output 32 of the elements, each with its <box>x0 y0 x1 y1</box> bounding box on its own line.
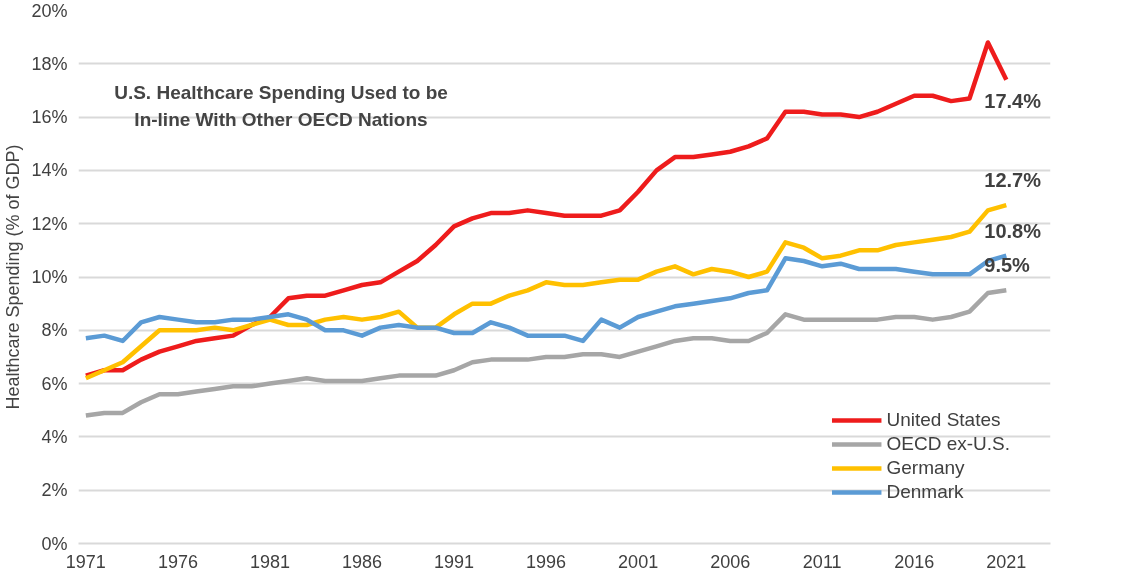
y-tick-label: 12% <box>31 213 68 234</box>
data-label: 10.8% <box>984 219 1042 242</box>
y-tick-label: 4% <box>41 426 68 447</box>
annotation: U.S. Healthcare Spending Used to be In-line With Other OECD Nations <box>114 82 448 131</box>
y-tick-label: 20% <box>31 0 68 21</box>
y-tick-label: 8% <box>41 320 68 341</box>
x-tick-label: 1976 <box>157 551 198 572</box>
data-label: 12.7% <box>984 169 1042 192</box>
x-tick-label: 2016 <box>894 551 935 572</box>
x-tick-label: 1991 <box>434 551 475 572</box>
x-tick-label: 1971 <box>65 551 106 572</box>
y-tick-label: 18% <box>31 53 68 74</box>
y-tick-label: 6% <box>41 373 68 394</box>
x-tick-label: 1981 <box>249 551 290 572</box>
x-tick-label: 2011 <box>802 551 842 572</box>
y-tick-label: 16% <box>31 107 68 128</box>
y-tick-label: 10% <box>31 267 68 287</box>
x-tick-label: 2001 <box>618 551 659 572</box>
legend-label: Germany <box>886 457 965 479</box>
data-label: 9.5% <box>984 254 1031 277</box>
legend-label: OECD ex-U.S. <box>886 433 1010 455</box>
y-tick-label: 2% <box>41 480 68 501</box>
legend-label: United States <box>886 409 1001 431</box>
x-tick-label: 1986 <box>341 551 383 572</box>
y-tick-label: 0% <box>41 533 68 554</box>
data-label: 17.4% <box>984 89 1042 112</box>
x-tick-label: 2021 <box>986 551 1027 572</box>
y-tick-label: 14% <box>31 160 68 181</box>
x-tick-label: 1996 <box>526 551 567 572</box>
x-tick-label: 2006 <box>710 551 751 572</box>
y-axis-title: Healthcare Spending (% of GDP) <box>3 144 24 410</box>
legend-label: Denmark <box>886 481 964 503</box>
